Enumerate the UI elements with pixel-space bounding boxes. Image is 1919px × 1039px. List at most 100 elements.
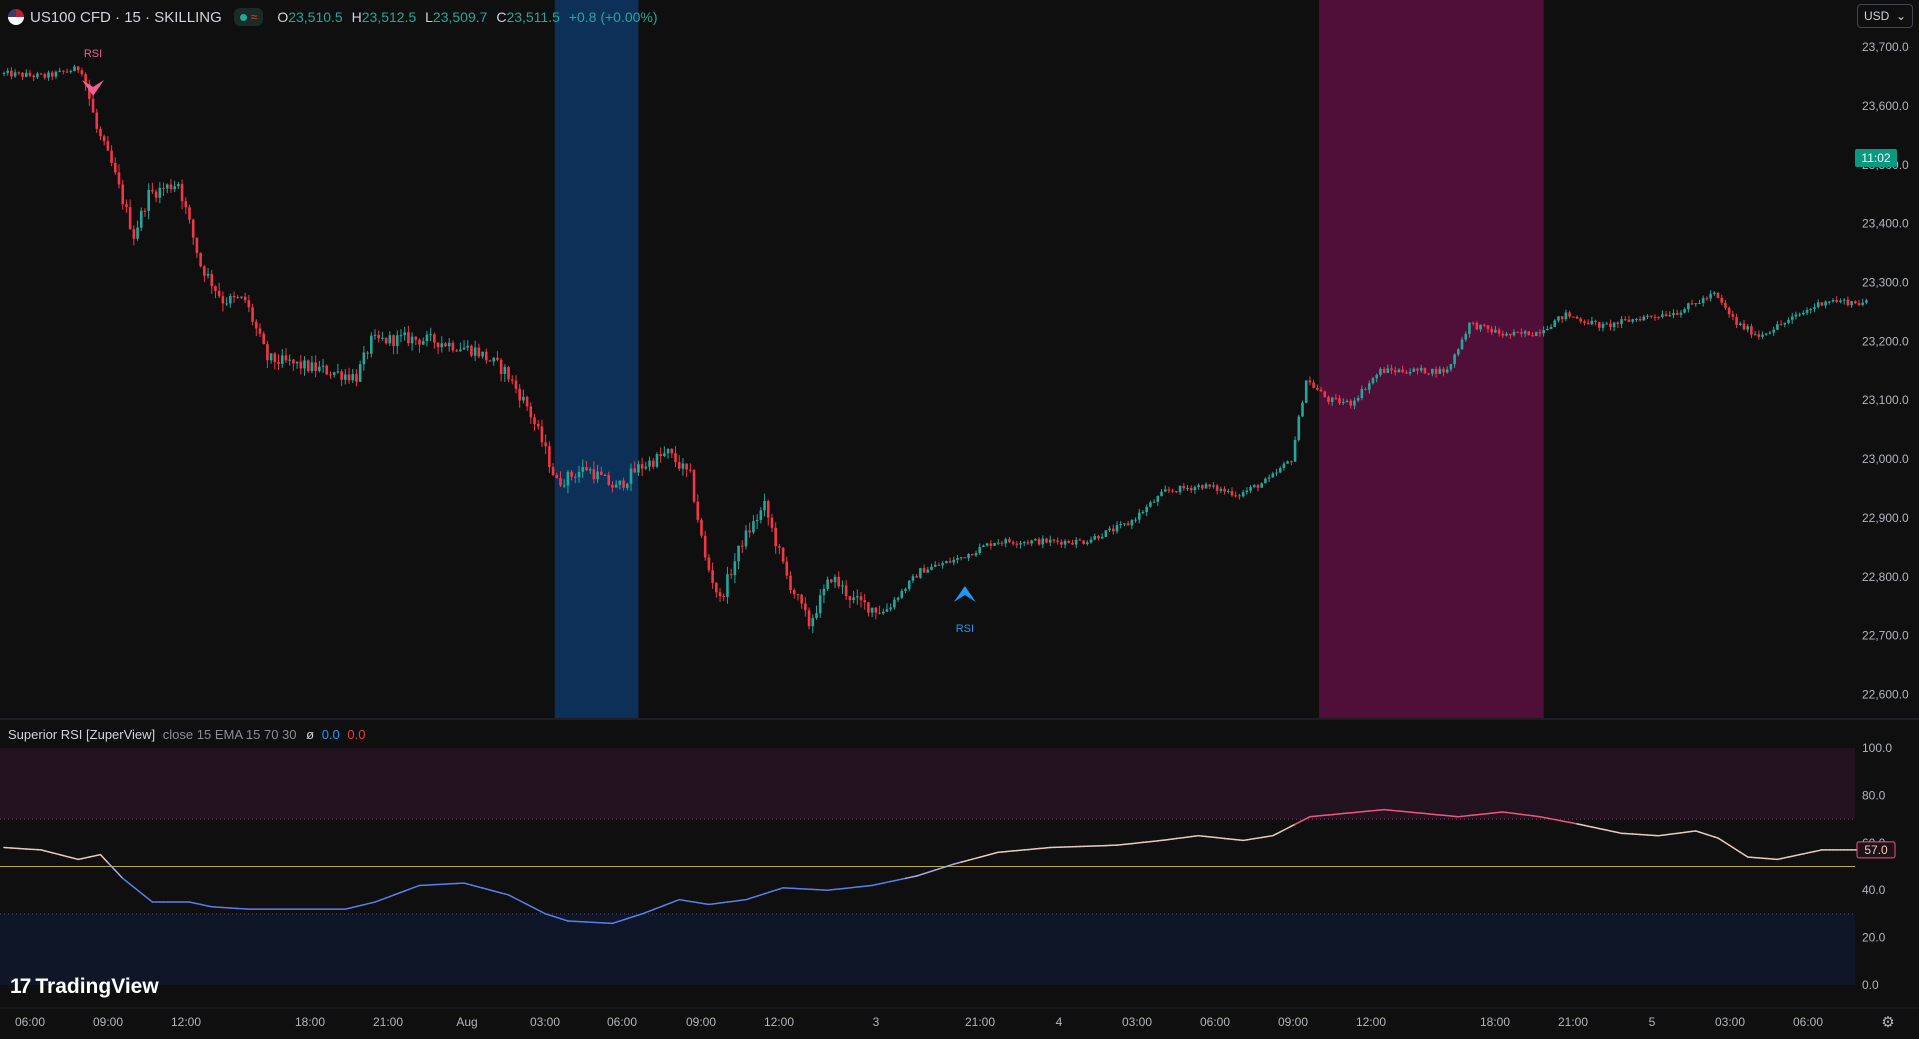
rsi-segment: [107, 861, 113, 868]
candle-body: [1134, 519, 1137, 521]
high-key: H: [351, 9, 362, 25]
gear-icon[interactable]: ⚙: [1881, 1014, 1895, 1031]
candle-body: [651, 460, 655, 467]
candle-body: [622, 480, 625, 488]
rsi-segment: [140, 892, 146, 897]
price-tick-label: 23,200.0: [1862, 334, 1909, 348]
candle-body: [633, 468, 636, 473]
candle-body: [956, 558, 959, 560]
candle-body: [1542, 329, 1545, 334]
candle-body: [1560, 316, 1564, 320]
candle-body: [1071, 542, 1074, 545]
candle-body: [941, 563, 944, 566]
candle-body: [1219, 488, 1223, 491]
time-tick-label: 21:00: [373, 1015, 403, 1029]
candle-body: [1330, 397, 1334, 403]
open-value: 23,510.5: [288, 9, 343, 25]
candle-body: [1816, 302, 1820, 308]
last-price-time: 11:02: [1861, 151, 1890, 165]
candle-body: [1809, 309, 1813, 311]
candle-body: [611, 484, 614, 488]
candle-body: [1189, 488, 1193, 491]
candle-body: [993, 542, 996, 546]
candle-body: [1494, 329, 1497, 333]
time-tick-label: Aug: [456, 1015, 477, 1029]
time-tick-label: 4: [1056, 1015, 1063, 1029]
candle-body: [752, 521, 755, 533]
candle-body: [1475, 322, 1479, 330]
rsi-segment: [144, 895, 150, 900]
low-key: L: [425, 9, 433, 25]
candle-body: [1787, 319, 1790, 323]
highlight-zone: [1319, 0, 1544, 718]
candle-body: [1271, 473, 1275, 478]
currency-button[interactable]: USD ⌄: [1857, 4, 1913, 28]
candle-body: [369, 335, 373, 354]
candle-body: [1197, 485, 1200, 488]
candle-body: [1564, 312, 1568, 320]
candle-body: [729, 574, 733, 576]
candle-body: [229, 295, 232, 304]
candle-body: [1575, 316, 1579, 319]
candle-body: [58, 70, 61, 72]
rsi-marker-label: RSI: [956, 623, 974, 635]
candle-body: [1145, 506, 1148, 513]
candle-body: [826, 579, 829, 589]
candle-body: [262, 333, 265, 345]
candle-body: [637, 464, 640, 473]
candle-body: [1323, 391, 1327, 397]
candle-body: [1334, 397, 1338, 399]
tradingview-logo[interactable]: 17 TradingView: [10, 975, 159, 999]
candle-body: [433, 334, 436, 343]
candle-body: [1349, 400, 1353, 406]
candle-body: [1308, 380, 1312, 383]
candle-body: [1646, 315, 1649, 317]
candle-body: [455, 350, 458, 352]
candle-body: [789, 575, 792, 591]
candle-body: [173, 186, 176, 190]
candle-body: [1690, 303, 1694, 305]
candle-body: [1019, 543, 1022, 545]
candle-body: [778, 546, 781, 548]
candle-body: [533, 417, 536, 424]
indicator-legend[interactable]: Superior RSI [ZuperView] close 15 EMA 15…: [8, 727, 365, 742]
rsi-line: [3, 808, 1868, 925]
price-tick-label: 22,600.0: [1862, 687, 1909, 701]
candle-body: [978, 546, 982, 554]
candle-body: [755, 519, 759, 522]
market-status-icon[interactable]: ≈: [233, 8, 264, 26]
candle-body: [310, 362, 314, 372]
candle-body: [744, 530, 748, 547]
candle-body: [303, 360, 306, 369]
candle-body: [1316, 387, 1319, 390]
candle-body: [188, 207, 191, 220]
candle-body: [1390, 368, 1393, 371]
candle-body: [1338, 398, 1341, 404]
time-tick-label: 03:00: [1122, 1015, 1152, 1029]
candle-body: [1731, 314, 1735, 317]
candle-body: [1490, 328, 1494, 333]
candle-body: [507, 367, 510, 380]
candle-body: [1508, 333, 1512, 336]
candle-body: [1549, 326, 1553, 329]
candle-body: [1097, 535, 1100, 539]
candle-body: [84, 74, 87, 85]
candle-body: [937, 564, 941, 566]
candle-body: [1612, 322, 1616, 328]
candle-body: [963, 557, 967, 559]
chevron-down-icon: ⌄: [1895, 9, 1906, 23]
candle-body: [1149, 502, 1152, 507]
candle-body: [1479, 324, 1482, 330]
candle-body: [24, 72, 28, 77]
candle-body: [1820, 302, 1824, 306]
candle-body: [548, 446, 551, 467]
candle-body: [1293, 439, 1297, 462]
candle-body: [295, 361, 299, 364]
candle-body: [1416, 368, 1419, 371]
candle-body: [1163, 489, 1167, 492]
rsi-tick-label: 80.0: [1862, 788, 1886, 802]
candle-body: [258, 328, 262, 334]
symbol-title[interactable]: US100 CFD · 15 · SKILLING: [30, 8, 222, 26]
price-tick-label: 23,600.0: [1862, 99, 1909, 113]
